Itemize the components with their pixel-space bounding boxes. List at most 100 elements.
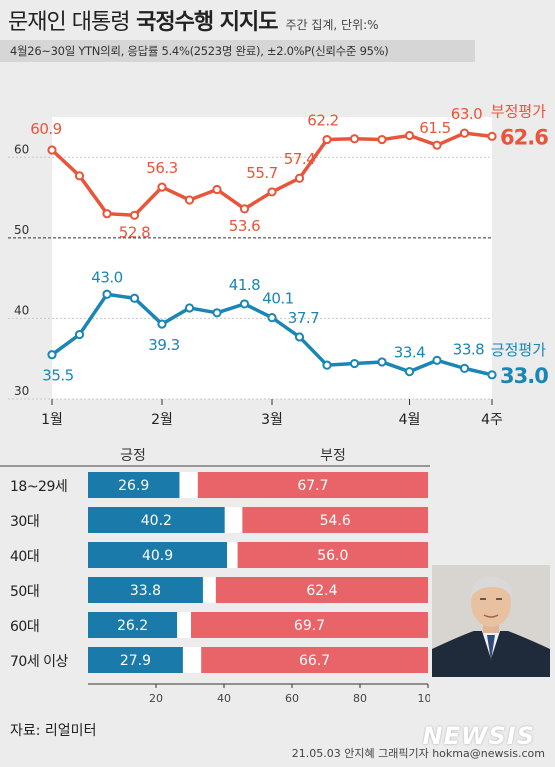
data-label: 61.5: [419, 119, 450, 137]
legend-positive: 긍정: [120, 448, 146, 464]
data-point: [184, 303, 195, 313]
data-point: [102, 209, 112, 219]
data-label: 55.7: [246, 164, 277, 182]
data-point: [487, 131, 497, 141]
subtitle-bar: 4월26~30일 YTN의뢰, 응답률 5.4%(2523명 완료), ±2.0…: [0, 40, 475, 62]
bar-label-negative: 67.7: [297, 478, 328, 494]
line-chart: 30 40 50 60 1월 2월 3월 4월 4주 60.9 52.8 56.3 53.6 55.7 57…: [8, 102, 549, 428]
data-point: [459, 363, 470, 373]
data-point: [432, 140, 442, 150]
bar-label-negative: 54.6: [320, 513, 351, 529]
bar-label-positive: 26.2: [117, 618, 148, 634]
data-point: [47, 350, 57, 360]
y-tick-label: 40: [14, 303, 29, 317]
x-tick-label: 4주: [481, 412, 503, 428]
bar-label-positive: 40.2: [141, 513, 172, 529]
x-tick-label: 1월: [41, 412, 63, 428]
data-point: [322, 360, 332, 370]
chart-title: 문재인 대통령 국정수행 지지도: [8, 4, 278, 36]
data-point: [74, 329, 85, 340]
bar-negative: [191, 612, 428, 638]
data-point: [322, 134, 332, 145]
data-label: 52.8: [119, 223, 150, 241]
x-tick-label: 20: [149, 692, 163, 705]
category-label: 30대: [10, 514, 39, 530]
bar-positive: [88, 507, 225, 533]
category-label: 40대: [10, 549, 39, 565]
data-label: 33.8: [453, 340, 484, 358]
bar-negative: [242, 507, 428, 533]
y-tick-label: 30: [14, 384, 29, 398]
x-tick-label: 100: [418, 692, 431, 705]
source-label: 자료: 리얼미터: [10, 723, 97, 739]
data-label: 39.3: [148, 336, 179, 354]
series-name: 부정평가: [491, 102, 546, 120]
bar-positive: [88, 542, 228, 568]
bar-negative: [197, 472, 428, 498]
data-label: 43.0: [91, 268, 122, 286]
bar-negative: [215, 577, 428, 603]
credit-label: 21.05.03 안지혜 그래픽기자 hokma@newsis.com: [291, 747, 545, 760]
x-tick-label: 2월: [151, 412, 173, 428]
data-label-final: 62.6: [500, 125, 548, 149]
y-tick-label: 50: [14, 223, 29, 237]
data-point: [129, 210, 140, 220]
data-point: [404, 130, 415, 141]
bar-chart: 긍정 부정 18~29세 26.9 67.7 30대 40.2 54.6 40대 40.9 56.0…: [0, 448, 431, 705]
x-tick-label: 40: [217, 692, 231, 705]
data-point: [212, 308, 222, 318]
bar-negative: [237, 542, 428, 568]
category-label: 50대: [10, 584, 39, 600]
data-point: [212, 184, 222, 195]
category-label: 60대: [10, 619, 39, 635]
data-label: 60.9: [30, 120, 61, 138]
data-point: [239, 204, 250, 214]
plot-area: [52, 117, 492, 399]
x-tick-label: 3월: [261, 412, 283, 428]
category-label: 70세 이상: [10, 654, 69, 670]
bar-label-positive: 27.9: [120, 653, 151, 669]
data-label-final: 33.0: [500, 364, 548, 388]
data-point: [404, 367, 415, 377]
data-label: 41.8: [229, 276, 260, 294]
data-point: [267, 313, 277, 323]
data-point: [157, 319, 167, 329]
data-point: [157, 182, 167, 192]
data-point: [129, 293, 140, 303]
category-label: 18~29세: [10, 479, 67, 495]
bar-positive: [88, 647, 183, 673]
bar-label-positive: 40.9: [142, 548, 173, 564]
data-point: [487, 370, 497, 380]
series-name: 긍정평가: [491, 341, 546, 359]
data-label: 53.6: [229, 217, 260, 235]
bar-positive: [88, 612, 178, 638]
bar-positive: [88, 472, 180, 498]
x-tick-label: 80: [353, 692, 367, 705]
title-prefix: 문재인 대통령: [8, 10, 130, 35]
watermark: NEWSIS: [422, 722, 535, 750]
data-point: [102, 289, 112, 299]
data-point: [184, 195, 195, 205]
data-label: 33.4: [394, 344, 425, 362]
bar-negative: [201, 647, 428, 673]
bar-label-negative: 62.4: [306, 583, 337, 599]
bar-label-negative: 56.0: [317, 548, 348, 564]
data-point: [74, 171, 85, 181]
data-point: [267, 187, 277, 197]
bar-label-positive: 26.9: [118, 478, 149, 494]
data-point: [349, 358, 360, 369]
data-point: [47, 145, 57, 155]
bar-label-positive: 33.8: [130, 583, 161, 599]
data-label: 56.3: [146, 159, 177, 177]
data-label: 62.2: [307, 112, 338, 130]
portrait-image: [432, 565, 550, 677]
bar-label-negative: 66.7: [299, 653, 330, 669]
data-label: 37.7: [288, 309, 319, 327]
data-label: 35.5: [42, 367, 73, 385]
bar-positive: [88, 577, 203, 603]
title-note: 주간 집계, 단위:%: [285, 18, 379, 32]
data-point: [239, 299, 250, 309]
data-point: [377, 357, 387, 367]
data-label: 63.0: [451, 105, 482, 123]
data-label: 40.1: [262, 290, 293, 308]
